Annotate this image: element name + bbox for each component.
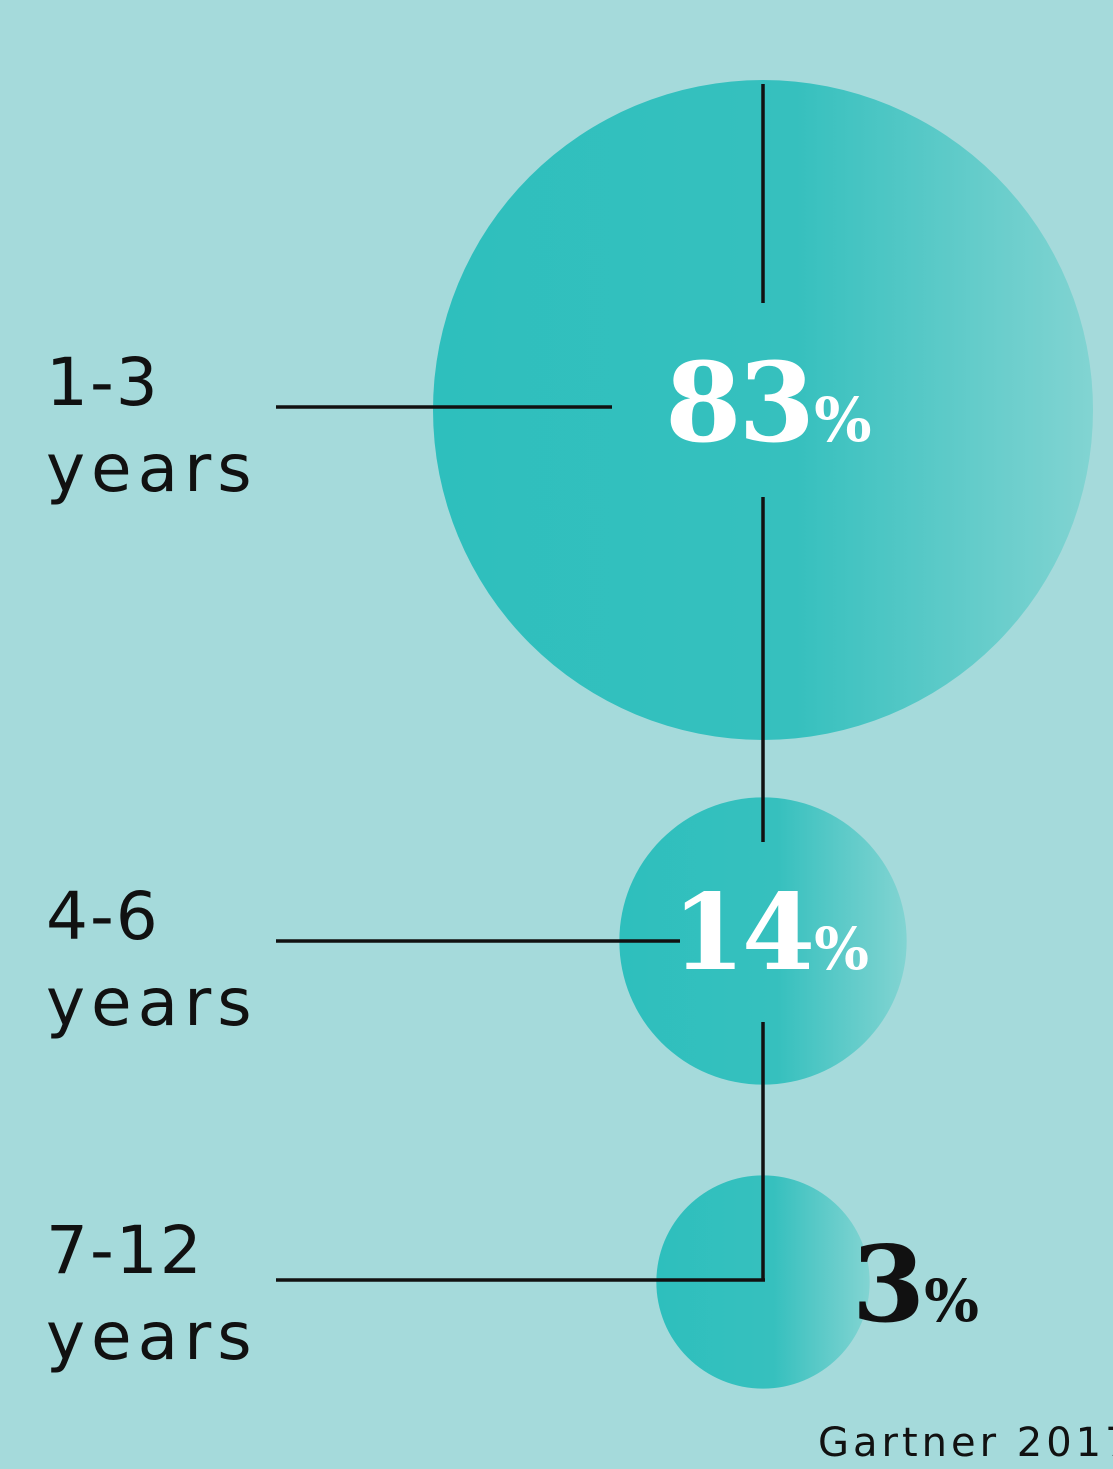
value-label-3: 3% — [852, 1222, 979, 1346]
category-label-range: 4-6 — [46, 878, 160, 955]
bubble-7-12-years — [656, 1175, 870, 1389]
value-number: 14 — [672, 870, 815, 994]
value-label-14: 14% — [672, 870, 869, 994]
category-label-1-3-years: 1-3 years — [46, 340, 276, 512]
value-number: 3 — [852, 1222, 925, 1346]
category-label-7-12-years: 7-12 years — [46, 1208, 276, 1380]
category-label-range: 1-3 — [46, 344, 160, 421]
value-number: 83 — [665, 338, 815, 467]
category-label-unit: years — [46, 1298, 258, 1375]
bubbles-group — [433, 80, 1093, 1389]
connector-lines-group — [276, 84, 765, 1282]
category-label-range: 7-12 — [46, 1212, 204, 1289]
source-note: Gartner 2017 — [818, 1420, 1113, 1466]
category-label-4-6-years: 4-6 years — [46, 874, 276, 1046]
percent-sign: % — [924, 1267, 979, 1335]
percent-sign: % — [814, 385, 872, 456]
value-label-83: 83% — [665, 338, 872, 467]
percent-sign: % — [814, 915, 869, 983]
category-label-unit: years — [46, 430, 258, 507]
category-label-unit: years — [46, 964, 258, 1041]
bubble-4-6-years — [619, 797, 907, 1085]
bubble-1-3-years — [433, 80, 1093, 740]
